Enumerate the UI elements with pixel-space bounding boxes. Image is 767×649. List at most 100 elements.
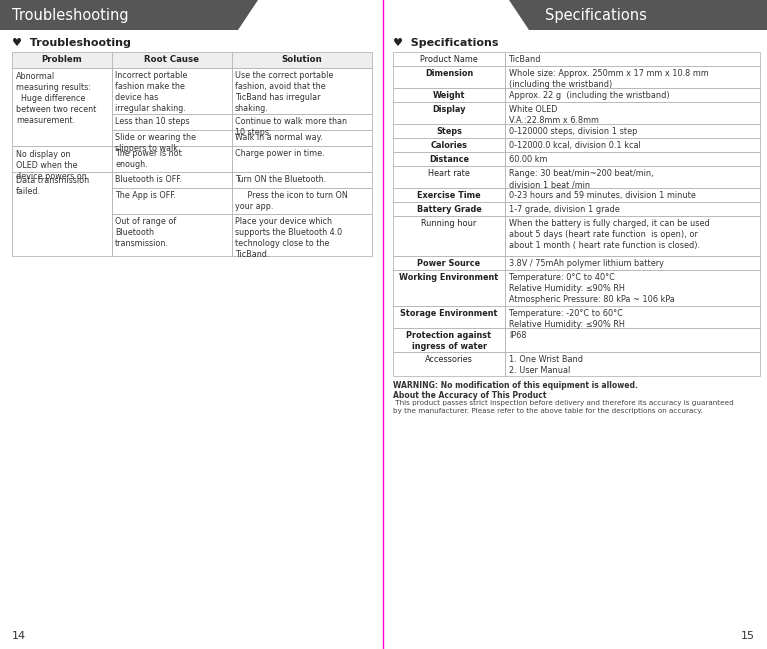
Text: Heart rate: Heart rate <box>428 169 470 178</box>
Bar <box>393 202 505 216</box>
Bar <box>505 202 760 216</box>
Text: Accessories: Accessories <box>425 355 473 364</box>
Text: 14: 14 <box>12 631 26 641</box>
Text: Incorrect portable
fashion make the
device has
irregular shaking.: Incorrect portable fashion make the devi… <box>115 71 187 114</box>
Bar <box>505 256 760 270</box>
Text: TicBand: TicBand <box>509 55 542 64</box>
Text: Temperature: 0°C to 40°C
Relative Humidity: ≤90% RH
Atmospheric Pressure: 80 kPa: Temperature: 0°C to 40°C Relative Humidi… <box>509 273 675 304</box>
Text: This product passes strict inspection before delivery and therefore its accuracy: This product passes strict inspection be… <box>393 400 734 413</box>
Text: Less than 10 steps: Less than 10 steps <box>115 117 189 126</box>
Text: No display on
OLED when the
device powers on.: No display on OLED when the device power… <box>16 150 89 181</box>
Bar <box>393 270 505 306</box>
Polygon shape <box>0 0 258 30</box>
Text: About the Accuracy of This Product: About the Accuracy of This Product <box>393 391 547 400</box>
Text: Exercise Time: Exercise Time <box>417 191 481 200</box>
Bar <box>393 88 505 102</box>
Bar <box>505 216 760 256</box>
Bar <box>505 152 760 166</box>
Bar <box>232 172 372 188</box>
Bar <box>232 114 372 130</box>
Text: Storage Environment: Storage Environment <box>400 309 498 318</box>
Bar <box>393 152 505 166</box>
Text: Data transmission
failed.: Data transmission failed. <box>16 176 89 196</box>
Bar <box>12 52 372 68</box>
Bar <box>393 306 505 328</box>
Text: 0-120000 steps, division 1 step: 0-120000 steps, division 1 step <box>509 127 637 136</box>
Bar <box>393 256 505 270</box>
Text: Charge power in time.: Charge power in time. <box>235 149 324 158</box>
Text: White OLED
V.A.:22.8mm x 6.8mm: White OLED V.A.:22.8mm x 6.8mm <box>509 105 599 125</box>
Bar <box>12 68 112 146</box>
Text: Turn ON the Bluetooth.: Turn ON the Bluetooth. <box>235 175 326 184</box>
Text: Problem: Problem <box>41 55 82 64</box>
Text: Running hour: Running hour <box>421 219 476 228</box>
Bar <box>505 138 760 152</box>
Bar <box>232 146 372 172</box>
Bar <box>232 130 372 146</box>
Text: Weight: Weight <box>433 91 466 100</box>
Text: Approx. 22 g  (including the wristband): Approx. 22 g (including the wristband) <box>509 91 670 100</box>
Bar <box>505 352 760 376</box>
Bar <box>12 146 112 172</box>
Text: When the battery is fully charged, it can be used
about 5 days (heart rate funct: When the battery is fully charged, it ca… <box>509 219 709 251</box>
Bar <box>505 306 760 328</box>
Text: Abnormal
measuring results:
  Huge difference
between two recent
measurement.: Abnormal measuring results: Huge differe… <box>16 72 96 125</box>
Text: Press the icon to turn ON
your app.: Press the icon to turn ON your app. <box>235 191 347 211</box>
Bar <box>112 188 232 214</box>
Bar <box>393 102 505 124</box>
Bar <box>505 66 760 88</box>
Text: Slide or wearing the
slippers to walk.: Slide or wearing the slippers to walk. <box>115 133 196 153</box>
Bar <box>112 114 232 130</box>
Bar <box>505 188 760 202</box>
Bar <box>393 352 505 376</box>
Bar <box>393 66 505 88</box>
Text: The App is OFF.: The App is OFF. <box>115 191 176 200</box>
Text: Battery Grade: Battery Grade <box>416 205 482 214</box>
Text: Root Cause: Root Cause <box>144 55 199 64</box>
Bar <box>393 188 505 202</box>
Text: Out of range of
Bluetooth
transmission.: Out of range of Bluetooth transmission. <box>115 217 176 248</box>
Text: 3.8V / 75mAh polymer lithium battery: 3.8V / 75mAh polymer lithium battery <box>509 259 664 268</box>
Bar <box>232 188 372 214</box>
Text: Range: 30 beat/min~200 beat/min,
division 1 beat /min: Range: 30 beat/min~200 beat/min, divisio… <box>509 169 653 189</box>
Bar <box>112 172 232 188</box>
Text: Troubleshooting: Troubleshooting <box>12 8 129 23</box>
Bar <box>393 124 505 138</box>
Bar <box>505 88 760 102</box>
Bar <box>112 130 232 146</box>
Text: Protection against
ingress of water: Protection against ingress of water <box>407 331 492 351</box>
Text: Working Environment: Working Environment <box>400 273 499 282</box>
Text: WARNING: No modification of this equipment is allowed.: WARNING: No modification of this equipme… <box>393 381 638 390</box>
Text: IP68: IP68 <box>509 331 526 340</box>
Text: 1-7 grade, division 1 grade: 1-7 grade, division 1 grade <box>509 205 620 214</box>
Polygon shape <box>509 0 767 30</box>
Text: Power Source: Power Source <box>417 259 481 268</box>
Text: Display: Display <box>433 105 466 114</box>
Text: Specifications: Specifications <box>545 8 647 23</box>
Text: Continue to walk more than
10 steps.: Continue to walk more than 10 steps. <box>235 117 347 137</box>
Text: Distance: Distance <box>429 155 469 164</box>
Bar <box>393 166 505 188</box>
Bar <box>393 138 505 152</box>
Text: Whole size: Approx. 250mm x 17 mm x 10.8 mm
(including the wristband): Whole size: Approx. 250mm x 17 mm x 10.8… <box>509 69 709 89</box>
Text: Bluetooth is OFF.: Bluetooth is OFF. <box>115 175 182 184</box>
Bar <box>505 270 760 306</box>
Text: Place your device which
supports the Bluetooth 4.0
technology close to the
TicBa: Place your device which supports the Blu… <box>235 217 342 260</box>
Text: Calories: Calories <box>430 141 468 150</box>
Bar <box>505 124 760 138</box>
Text: Solution: Solution <box>281 55 322 64</box>
Text: Steps: Steps <box>436 127 462 136</box>
Bar <box>393 216 505 256</box>
Text: Temperature: -20°C to 60°C
Relative Humidity: ≤90% RH: Temperature: -20°C to 60°C Relative Humi… <box>509 309 625 329</box>
Text: 15: 15 <box>741 631 755 641</box>
Bar <box>12 172 112 256</box>
Text: 0-23 hours and 59 minutes, division 1 minute: 0-23 hours and 59 minutes, division 1 mi… <box>509 191 696 200</box>
Bar <box>112 146 232 172</box>
Bar <box>505 166 760 188</box>
Bar <box>505 328 760 352</box>
Text: ♥  Specifications: ♥ Specifications <box>393 38 499 48</box>
Bar <box>393 328 505 352</box>
Bar <box>112 214 232 256</box>
Bar <box>232 68 372 114</box>
Text: 1. One Wrist Band
2. User Manual: 1. One Wrist Band 2. User Manual <box>509 355 583 375</box>
